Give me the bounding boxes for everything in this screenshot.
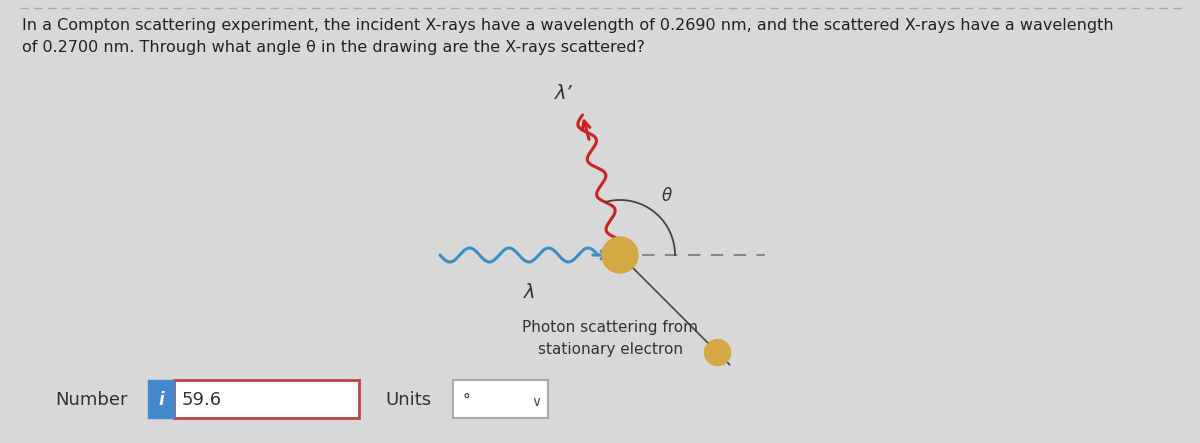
- Text: ∨: ∨: [530, 395, 541, 409]
- Text: i: i: [158, 391, 164, 409]
- FancyBboxPatch shape: [148, 380, 174, 418]
- Text: Photon scattering from
stationary electron: Photon scattering from stationary electr…: [522, 320, 698, 357]
- Text: °: °: [462, 392, 469, 408]
- Text: λ’: λ’: [554, 84, 572, 103]
- Circle shape: [704, 340, 731, 365]
- Circle shape: [602, 237, 638, 273]
- FancyBboxPatch shape: [454, 380, 548, 418]
- Text: In a Compton scattering experiment, the incident X-rays have a wavelength of 0.2: In a Compton scattering experiment, the …: [22, 18, 1114, 55]
- Text: Number: Number: [55, 391, 127, 409]
- Text: θ: θ: [662, 187, 672, 205]
- FancyBboxPatch shape: [174, 380, 359, 418]
- Text: Units: Units: [385, 391, 431, 409]
- Text: λ: λ: [524, 283, 535, 302]
- Text: 59.6: 59.6: [182, 391, 222, 409]
